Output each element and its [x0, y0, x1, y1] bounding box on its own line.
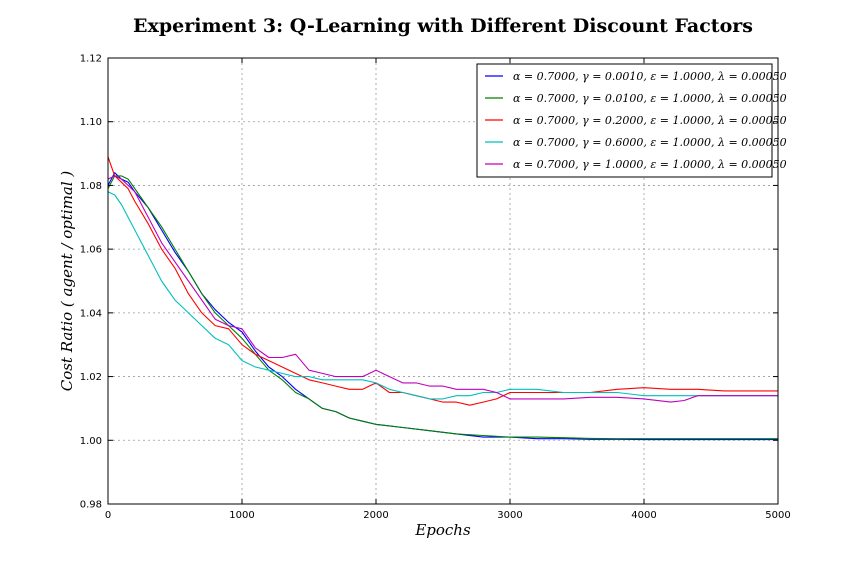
- legend: α = 0.7000, γ = 0.0010, ε = 1.0000, λ = …: [476, 63, 787, 178]
- y-axis-label: Cost Ratio ( agent / optimal ): [58, 171, 76, 392]
- series-group: [107, 156, 778, 441]
- y-tick-label: 1.08: [80, 181, 102, 192]
- y-tick-label: 1.02: [80, 372, 102, 383]
- x-tick-label: 1000: [229, 510, 254, 521]
- y-tick-label: 1.06: [80, 245, 102, 256]
- legend-label-5: α = 0.7000, γ = 1.0000, ε = 1.0000, λ = …: [513, 158, 787, 171]
- x-tick-label: 2000: [363, 510, 388, 521]
- y-tick-label: 0.98: [80, 500, 102, 511]
- legend-label-4: α = 0.7000, γ = 0.6000, ε = 1.0000, λ = …: [513, 136, 787, 149]
- ticks: 0 1000 2000 3000 4000 5000 0.98 1.00 1.02 1.04 1.0…: [80, 54, 791, 522]
- x-tick-label: 3000: [497, 510, 522, 521]
- grid: [108, 58, 778, 504]
- series-line-4: [107, 191, 778, 400]
- legend-box: [476, 63, 773, 178]
- plot-frame: [107, 57, 779, 505]
- legend-label-3: α = 0.7000, γ = 0.2000, ε = 1.0000, λ = …: [513, 114, 787, 127]
- series-line-2: [107, 175, 778, 440]
- y-tick-label: 1.00: [80, 436, 102, 447]
- x-tick-label: 4000: [631, 510, 656, 521]
- series-line-3: [107, 156, 778, 406]
- x-axis-label: Epochs: [414, 521, 471, 539]
- y-tick-label: 1.10: [80, 117, 102, 128]
- x-tick-label: 0: [105, 510, 111, 521]
- series-line-5: [107, 175, 778, 403]
- x-tick-label: 5000: [765, 510, 790, 521]
- legend-label-1: α = 0.7000, γ = 0.0010, ε = 1.0000, λ = …: [513, 70, 787, 83]
- chart-title: Experiment 3: Q-Learning with Different …: [133, 15, 753, 37]
- legend-label-2: α = 0.7000, γ = 0.0100, ε = 1.0000, λ = …: [513, 92, 787, 105]
- y-tick-label: 1.12: [80, 54, 102, 65]
- y-tick-label: 1.04: [80, 308, 102, 319]
- series-line-1: [107, 172, 778, 441]
